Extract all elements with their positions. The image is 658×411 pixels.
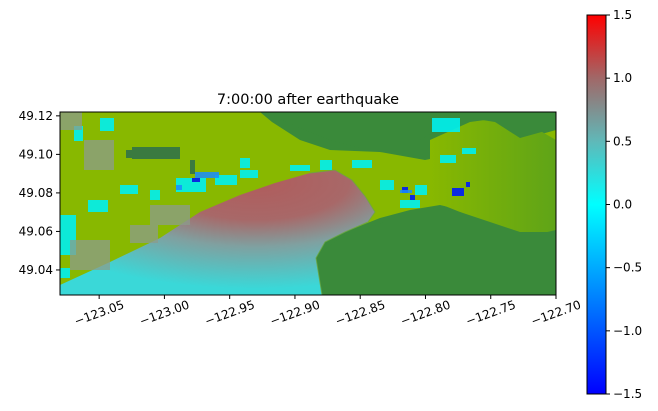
y-tick-label: 49.06 [19,224,53,238]
y-tick-label: 49.08 [19,186,53,200]
map-sea [60,170,375,295]
map-coastline [309,169,376,295]
map-lowland-east [430,118,556,236]
y-tick-label: 49.10 [19,147,53,161]
x-tick-label: −122.75 [464,298,518,329]
colorbar [586,14,607,395]
colorbar-tick-label: 1.0 [613,71,632,85]
x-axis: −123.05 −123.00 −122.95 −122.90 −122.85 −122.… [72,295,583,328]
map-azure-patches [176,172,412,193]
colorbar-tick-label: −1.0 [613,324,642,338]
colorbar-tick-label: −0.5 [613,261,642,275]
colorbar-tick-label: 1.5 [613,8,632,22]
map-upland-north [265,112,556,150]
colorbar-tick-label: 0.0 [613,198,632,212]
x-tick-label: −123.05 [72,298,126,329]
map-dark-patches [126,147,195,174]
y-tick-label: 49.12 [19,109,53,123]
y-tick-label: 49.04 [19,263,53,277]
x-tick-label: −122.80 [399,298,453,329]
map-gray-patches [60,112,190,270]
x-tick-label: −122.85 [333,298,387,329]
x-tick-label: −122.70 [529,298,583,329]
y-axis: 49.04 49.06 49.08 49.10 49.12 [19,109,60,277]
map-image [60,112,556,295]
x-tick-label: −122.90 [268,298,322,329]
colorbar-tick-label: −1.5 [613,387,642,401]
chart-title: 7:00:00 after earthquake [217,92,399,108]
plot-frame [59,111,557,296]
colorbar-axis: −1.5 −1.0 −0.5 0.0 0.5 1.0 1.5 [606,8,642,401]
map-upland-south [318,208,556,295]
x-tick-label: −123.00 [138,298,192,329]
x-tick-label: −122.95 [203,298,257,329]
colorbar-tick-label: 0.5 [613,134,632,148]
